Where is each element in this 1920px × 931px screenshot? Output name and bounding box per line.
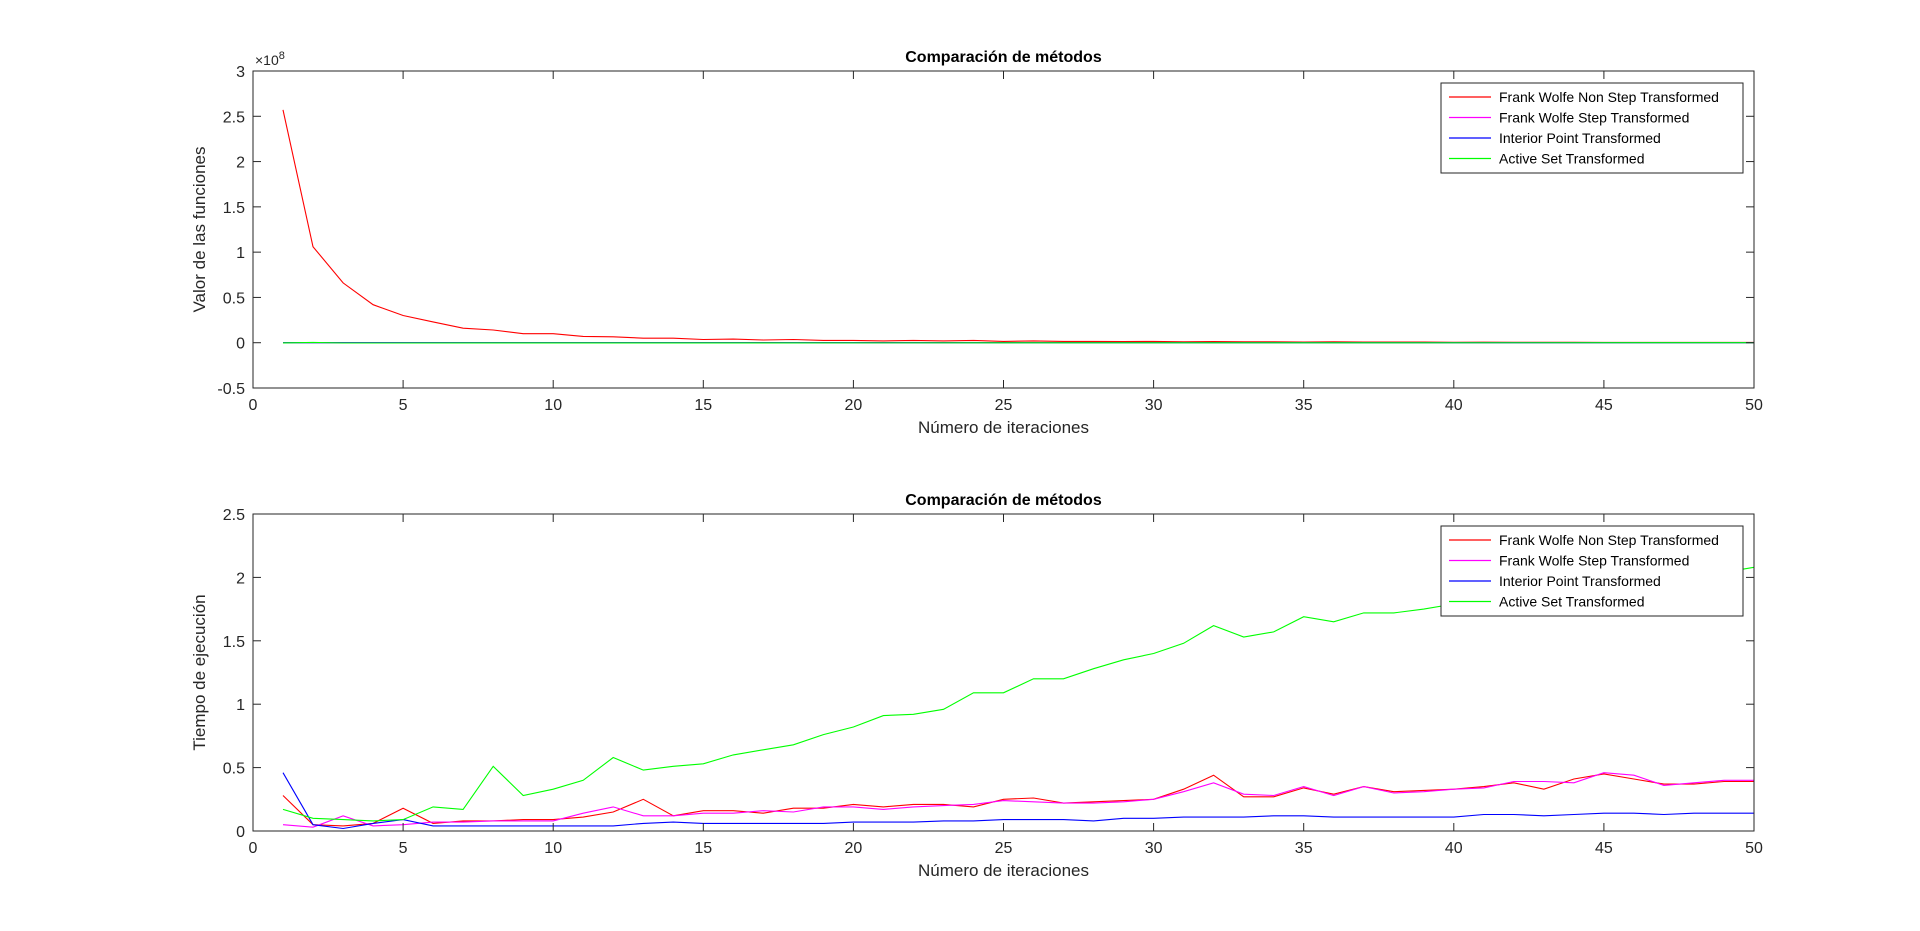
x-tick-label: 20 (845, 840, 863, 857)
y-tick-label: 0 (236, 336, 245, 353)
legend: Frank Wolfe Non Step Transformed Frank Wo… (1440, 525, 1744, 617)
y-scale-exponent: ×108 (255, 50, 285, 68)
y-tick-label: 1 (236, 245, 245, 262)
x-axis-label: Número de iteraciones (918, 418, 1089, 437)
x-tick-label: 25 (995, 840, 1013, 857)
y-tick-label: 1 (236, 697, 245, 714)
x-tick-label: 10 (544, 840, 562, 857)
y-tick-label: 3 (236, 64, 245, 81)
y-scale-base: ×10 (255, 52, 279, 68)
series-line-active-set-transformed (282, 341, 1754, 344)
series-line-frank-wolfe-non-step-transformed (282, 773, 1754, 827)
legend: Frank Wolfe Non Step Transformed Frank Wo… (1440, 82, 1744, 174)
x-tick-label: 45 (1595, 397, 1613, 414)
x-tick-label: 45 (1595, 840, 1613, 857)
series-line-frank-wolfe-step-transformed (282, 772, 1754, 828)
x-tick-label: 35 (1295, 397, 1313, 414)
legend-entry: Interior Point Transformed (1499, 573, 1661, 589)
series-group (282, 109, 1754, 344)
x-tick-label: 40 (1445, 397, 1463, 414)
x-tick-label: 50 (1745, 397, 1763, 414)
y-tick-label: 1.5 (223, 200, 245, 217)
y-tick-label: 0 (236, 824, 245, 841)
x-tick-label: 40 (1445, 840, 1463, 857)
legend-entry: Active Set Transformed (1499, 594, 1645, 610)
y-tick-label: 2 (236, 570, 245, 587)
legend-entry: Frank Wolfe Non Step Transformed (1499, 89, 1719, 105)
x-tick-label: 30 (1145, 397, 1163, 414)
y-tick-label: -0.5 (217, 381, 245, 398)
x-tick-label: 50 (1745, 840, 1763, 857)
chart-title: Comparación de métodos (905, 492, 1102, 509)
x-tick-label: 20 (845, 397, 863, 414)
x-tick-label: 0 (249, 397, 258, 414)
legend-box (1440, 525, 1744, 617)
series-group (282, 566, 1754, 830)
legend-entry: Active Set Transformed (1499, 151, 1645, 167)
y-tick-label: 0.5 (223, 761, 245, 778)
x-tick-label: 10 (544, 397, 562, 414)
y-tick-label: 1.5 (223, 634, 245, 651)
x-tick-label: 5 (399, 840, 408, 857)
y-tick-label: 2.5 (223, 507, 245, 524)
x-tick-label: 5 (399, 397, 408, 414)
chart-2: 0 5 10 15 20 25 30 35 40 45 50 0 0.5 1 1.5 2 2.5 Comparac… (190, 492, 1763, 880)
y-tick-label: 0.5 (223, 290, 245, 307)
x-axis-label: Número de iteraciones (918, 861, 1089, 880)
legend-entry: Frank Wolfe Non Step Transformed (1499, 532, 1719, 548)
series-line-interior-point-transformed (282, 772, 1754, 830)
y-tick-label: 2.5 (223, 109, 245, 126)
x-tick-label: 15 (694, 840, 712, 857)
chart-1: 0 5 10 15 20 25 30 35 40 45 50-0.500.511.522.53×10… (190, 49, 1763, 437)
chart-title: Comparación de métodos (905, 49, 1102, 66)
x-tick-label: 25 (995, 397, 1013, 414)
x-tick-label: 0 (249, 840, 258, 857)
legend-entry: Frank Wolfe Step Transformed (1499, 553, 1689, 569)
x-tick-label: 30 (1145, 840, 1163, 857)
legend-entry: Interior Point Transformed (1499, 130, 1661, 146)
y-axis-label: Tiempo de ejecución (190, 594, 209, 750)
x-tick-label: 15 (694, 397, 712, 414)
legend-entry: Frank Wolfe Step Transformed (1499, 110, 1689, 126)
legend-box (1440, 82, 1744, 174)
y-scale-power: 8 (279, 50, 285, 62)
y-axis-label: Valor de las funciones (190, 146, 209, 312)
x-tick-label: 35 (1295, 840, 1313, 857)
y-tick-label: 2 (236, 155, 245, 172)
